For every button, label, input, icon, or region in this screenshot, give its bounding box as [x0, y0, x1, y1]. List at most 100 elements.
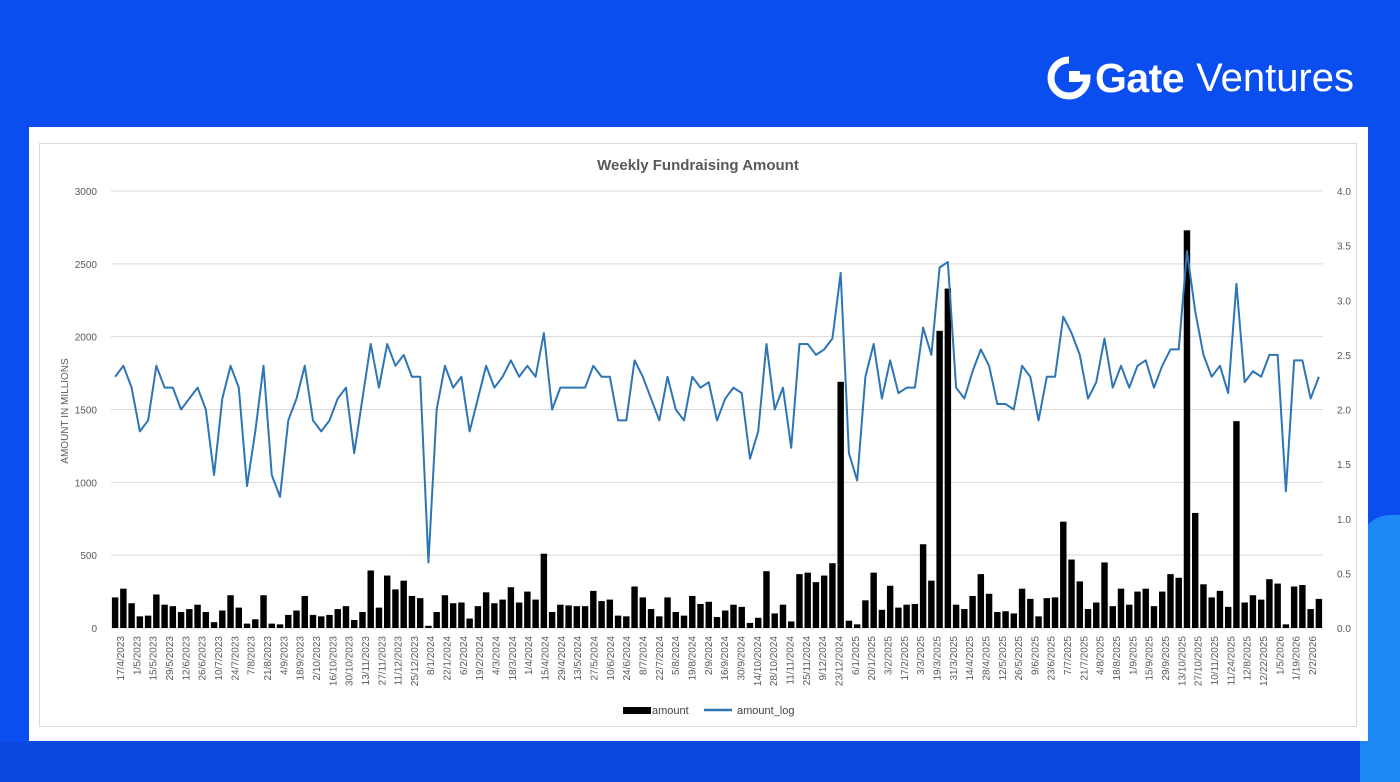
x-tick-label: 8/1/2024 — [426, 636, 437, 675]
bar — [351, 619, 358, 628]
x-tick-label: 24/6/2024 — [622, 636, 633, 681]
bar — [433, 611, 440, 628]
x-tick-label: 13/11/2023 — [361, 636, 372, 686]
bar — [936, 330, 943, 628]
x-tick-label: 30/9/2024 — [737, 636, 748, 681]
x-tick-label: 31/3/2025 — [949, 636, 960, 681]
bar — [375, 607, 383, 628]
chart-frame: Weekly Fundraising Amount AMOUNT IN MILL… — [39, 143, 1357, 727]
bar — [1249, 595, 1257, 628]
bar — [722, 610, 729, 628]
bar — [1274, 583, 1281, 628]
bar — [367, 570, 374, 628]
x-tick-label: 16/10/2023 — [328, 636, 339, 686]
y-axis-right-ticks: 0.0 0.5 1.0 1.5 2.0 2.5 3.0 3.5 4.0 — [1337, 187, 1351, 635]
x-tick-label: 19/8/2024 — [688, 636, 699, 681]
x-tick-label: 1/9/2025 — [1128, 636, 1139, 675]
bar — [738, 606, 745, 628]
bar — [161, 604, 168, 628]
x-tick-label: 26/5/2025 — [1014, 636, 1025, 681]
bar — [1216, 590, 1224, 628]
bar — [804, 572, 811, 628]
y-tick-right: 3.5 — [1337, 242, 1351, 253]
bar — [1208, 597, 1215, 628]
x-tick-label: 10/6/2024 — [606, 636, 617, 681]
bar — [713, 617, 721, 628]
bar — [507, 587, 515, 628]
bar — [474, 606, 482, 628]
y-axis-title: AMOUNT IN MILLIONS — [60, 358, 71, 464]
bar — [1167, 574, 1174, 628]
x-tick-label: 17/4/2023 — [116, 636, 127, 681]
bar — [573, 606, 581, 628]
bar — [961, 609, 968, 628]
bar — [1233, 421, 1240, 628]
bar — [919, 544, 927, 628]
x-tick-label: 2/2/2026 — [1308, 636, 1319, 675]
y-tick-left: 500 — [80, 551, 97, 562]
bar — [408, 595, 416, 628]
bar — [1142, 588, 1149, 628]
bar — [639, 597, 647, 628]
bar — [524, 591, 531, 628]
bar — [1043, 598, 1051, 628]
bar — [1224, 606, 1232, 628]
bar — [590, 590, 597, 628]
bar — [680, 615, 688, 628]
bar — [120, 588, 127, 628]
bar — [1191, 512, 1199, 628]
x-tick-label: 9/12/2024 — [818, 636, 829, 681]
bar — [458, 602, 465, 628]
y-tick-right: 4.0 — [1337, 187, 1351, 198]
bar — [903, 604, 910, 628]
bar — [1101, 562, 1108, 628]
bar — [1150, 606, 1158, 628]
brand-name-bold: Gate — [1094, 54, 1185, 101]
weekly-fundraising-chart: Weekly Fundraising Amount AMOUNT IN MILL… — [60, 157, 1351, 717]
bar — [1002, 611, 1009, 628]
bar — [969, 595, 976, 628]
bar — [581, 606, 589, 628]
bar — [1068, 559, 1075, 628]
bar — [144, 615, 152, 628]
bar — [235, 607, 243, 628]
bar — [763, 571, 770, 628]
y-tick-right: 3.0 — [1337, 296, 1351, 307]
bar — [787, 621, 795, 628]
bar — [1109, 606, 1116, 628]
x-tick-label: 14/4/2025 — [965, 636, 976, 681]
bar — [557, 604, 564, 628]
bar — [952, 604, 960, 628]
x-tick-label: 28/4/2025 — [981, 636, 992, 681]
bar — [820, 575, 828, 628]
x-tick-label: 6/1/2025 — [851, 636, 862, 675]
y-tick-left: 1500 — [75, 406, 98, 417]
bar — [326, 614, 333, 628]
bar — [1307, 609, 1314, 628]
x-tick-label: 26/6/2023 — [198, 636, 209, 681]
x-tick-label: 1/4/2024 — [524, 636, 535, 675]
x-tick-label: 12/22/2025 — [1259, 636, 1270, 686]
bar — [1117, 588, 1125, 628]
x-tick-label: 18/9/2023 — [296, 636, 307, 681]
bar — [1076, 581, 1083, 628]
x-tick-label: 29/4/2024 — [557, 636, 568, 681]
bar — [219, 610, 226, 628]
bar — [796, 574, 803, 628]
brand-logo: Gate Ventures — [1047, 52, 1354, 104]
bar — [1035, 616, 1042, 628]
bar — [656, 616, 663, 628]
bar — [416, 598, 424, 628]
bar — [944, 288, 952, 628]
bar — [647, 609, 655, 628]
x-tick-label: 1/19/2026 — [1292, 636, 1303, 681]
bar — [186, 609, 193, 628]
bar — [985, 593, 993, 628]
x-tick-label: 6/2/2024 — [459, 636, 470, 675]
x-tick-label: 28/10/2024 — [769, 636, 780, 686]
bar — [515, 602, 523, 628]
x-tick-label: 10/7/2023 — [214, 636, 225, 681]
bar — [177, 611, 185, 628]
bar — [606, 599, 614, 628]
bar — [1315, 598, 1323, 628]
